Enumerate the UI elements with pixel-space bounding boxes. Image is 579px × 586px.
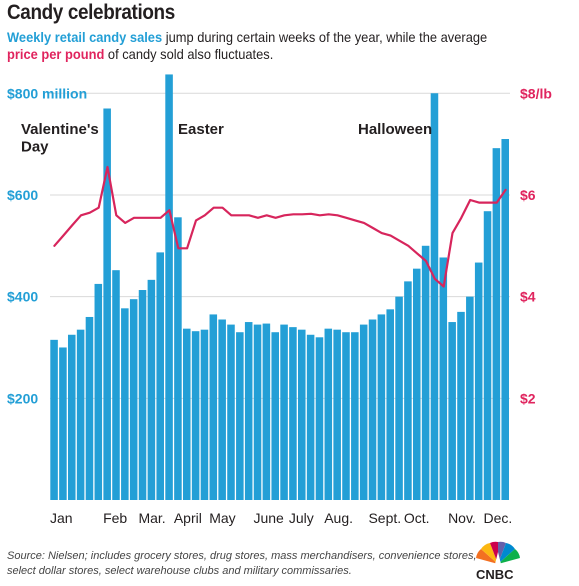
sales-bar	[483, 211, 492, 500]
sales-bar	[377, 314, 386, 500]
subtitle-text: jump during certain weeks of the year, w…	[162, 29, 488, 45]
peacock-icon	[476, 541, 520, 564]
sales-bar	[492, 148, 501, 500]
event-annotation: Day	[21, 139, 49, 156]
sales-bar	[59, 347, 67, 500]
x-axis-month-label: Jan	[50, 510, 73, 526]
sales-bar	[297, 329, 306, 500]
sales-bar	[421, 245, 430, 500]
sales-bar	[457, 311, 465, 500]
subtitle-price-highlight: price per pound	[7, 46, 105, 62]
sales-bar	[280, 324, 288, 500]
sales-bar	[236, 332, 244, 500]
sales-bar	[289, 327, 297, 500]
sales-bar	[112, 270, 120, 500]
cnbc-logo: CNBC	[476, 541, 520, 582]
sales-bar	[324, 328, 333, 500]
svg-text:CNBC: CNBC	[476, 567, 514, 582]
x-axis-month-label: Aug.	[324, 510, 353, 526]
price-line	[53, 165, 507, 288]
sales-bar	[121, 308, 129, 500]
right-axis-tick-label: $2	[520, 390, 536, 406]
sales-bar	[244, 322, 253, 500]
sales-bar	[76, 329, 85, 500]
sales-bar	[262, 323, 271, 500]
sales-bar	[147, 279, 156, 500]
sales-bar	[395, 296, 403, 500]
event-annotation: Halloween	[358, 121, 432, 138]
x-axis-month-label: Feb	[103, 510, 127, 526]
x-axis-month-label: July	[289, 510, 314, 526]
sales-bar	[129, 299, 138, 500]
x-axis-month-label: May	[209, 510, 235, 526]
sales-bar	[174, 217, 182, 500]
subtitle-line-1: Weekly retail candy sales jump during ce…	[7, 29, 487, 45]
sales-bar	[85, 316, 94, 500]
right-axis-tick-label: $8/lb	[520, 85, 552, 101]
x-axis-month-label: Dec.	[483, 510, 512, 526]
event-annotation: Valentine's	[21, 121, 99, 138]
left-axis-tick-label: $600	[7, 187, 38, 203]
sales-bar	[253, 324, 262, 500]
x-axis-month-label: June	[253, 510, 284, 526]
sales-bar	[271, 332, 279, 500]
sales-bar	[430, 93, 439, 500]
x-axis-month-label: Sept.	[368, 510, 401, 526]
sales-bar	[182, 328, 191, 500]
sales-bar	[466, 296, 474, 500]
sales-bar	[191, 331, 200, 500]
sales-bar	[67, 334, 76, 500]
right-axis-tick-label: $6	[520, 187, 536, 203]
subtitle-text-end: of candy sold also fluctuates.	[104, 46, 274, 62]
x-axis-month-label: Oct.	[404, 510, 430, 526]
sales-bar	[501, 139, 509, 500]
sales-bar	[103, 108, 111, 500]
sales-bar	[209, 314, 218, 500]
sales-bar	[156, 252, 164, 500]
sales-bar	[439, 257, 448, 500]
sales-bar	[474, 262, 483, 500]
x-axis-month-label: Mar.	[138, 510, 165, 526]
sales-bar	[448, 322, 456, 500]
subtitle-line-2: price per pound of candy sold also fluct…	[7, 46, 273, 62]
sales-bar	[306, 334, 315, 500]
left-axis-tick-label: $400	[7, 289, 38, 305]
right-axis-tick-label: $4	[520, 289, 536, 305]
sales-bar	[359, 324, 368, 500]
sales-bar	[412, 268, 421, 500]
sales-bar	[342, 332, 350, 500]
chart-title: Candy celebrations	[7, 1, 175, 24]
left-axis-tick-label: $200	[7, 390, 38, 406]
x-axis-month-label: April	[174, 510, 202, 526]
sales-bar	[368, 319, 377, 500]
sales-bar	[404, 281, 412, 500]
event-annotation: Easter	[178, 121, 224, 138]
source-note: Source: Nielsen; includes grocery stores…	[7, 550, 477, 577]
sales-bar	[138, 290, 147, 500]
sales-bar	[227, 324, 235, 500]
x-axis-month-label: Nov.	[448, 510, 476, 526]
sales-bar	[94, 283, 103, 500]
subtitle-sales-highlight: Weekly retail candy sales	[7, 29, 163, 45]
sales-bar	[351, 332, 359, 500]
sales-bar	[200, 329, 209, 500]
sales-bar	[165, 74, 173, 500]
sales-bar	[315, 337, 324, 500]
sales-bar	[386, 309, 394, 500]
sales-bar	[50, 339, 58, 500]
sales-bar	[218, 319, 226, 500]
left-axis-tick-label: $800 million	[7, 85, 87, 101]
sales-bar	[333, 329, 341, 500]
